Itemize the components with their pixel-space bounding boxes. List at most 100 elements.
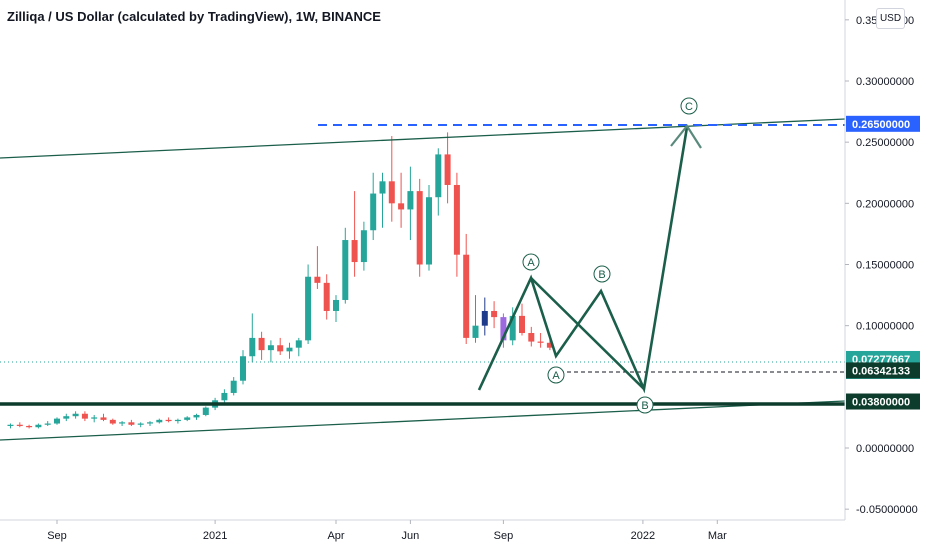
- x-tick-label-2: 2021: [203, 530, 227, 542]
- x-tick-label-7: Mar: [708, 530, 727, 542]
- price-label-0: 0.26500000: [846, 115, 920, 132]
- candle-24: [230, 377, 237, 396]
- label-a-top: A: [522, 253, 540, 271]
- candle-45: [426, 184, 432, 271]
- y-tick-label-6: 0.00000000: [856, 443, 914, 455]
- candle-25: [240, 350, 246, 385]
- candle-54: [509, 307, 516, 346]
- y-tick-label-3: 0.20000000: [856, 198, 914, 210]
- candle-49: [463, 233, 470, 345]
- candle-4: [44, 421, 51, 426]
- svg-text:A: A: [527, 257, 535, 269]
- candle-38: [360, 221, 367, 271]
- candle-7: [72, 411, 79, 419]
- x-tick-label-3: Apr: [327, 530, 344, 542]
- candle-28: [267, 340, 274, 363]
- candle-0: [7, 423, 14, 429]
- y-tick-label-4: 0.15000000: [856, 260, 914, 272]
- candle-57: [537, 333, 544, 348]
- candle-32: [305, 264, 312, 345]
- candle-2: [26, 424, 33, 429]
- candle-51: [481, 297, 488, 336]
- label-b-bottom: B: [636, 396, 654, 414]
- price-label-2: 0.06342133: [846, 362, 920, 379]
- svg-text:0.06342133: 0.06342133: [852, 365, 910, 377]
- svg-text:B: B: [641, 400, 648, 412]
- candle-44: [416, 178, 423, 277]
- y-tick-label-7: -0.05000000: [856, 504, 918, 516]
- candle-36: [342, 227, 349, 304]
- candle-34: [323, 274, 330, 320]
- candle-42: [398, 172, 405, 228]
- candle-10: [100, 413, 107, 422]
- candle-27: [258, 331, 265, 360]
- axes: 0.350000000.300000000.250000000.20000000…: [0, 0, 918, 542]
- candle-46: [435, 148, 442, 216]
- drawings[interactable]: A B C A B: [0, 97, 846, 441]
- candle-40: [379, 172, 386, 228]
- candle-31: [295, 337, 302, 357]
- candle-1: [16, 422, 23, 428]
- candle-23: [221, 389, 228, 404]
- candle-43: [407, 166, 414, 241]
- currency-button[interactable]: USD: [876, 8, 905, 29]
- svg-text:0.03800000: 0.03800000: [852, 397, 910, 409]
- x-tick-label-4: Jun: [402, 530, 420, 542]
- candle-50: [472, 295, 479, 343]
- candle-33: [314, 246, 321, 289]
- candle-52: [491, 301, 498, 329]
- candle-8: [81, 411, 88, 422]
- candle-30: [286, 342, 293, 359]
- price-label-3: 0.03800000: [846, 393, 920, 410]
- x-tick-label-5: Sep: [494, 530, 514, 542]
- y-tick-label-1: 0.30000000: [856, 76, 914, 88]
- channel-lower-line[interactable]: [0, 400, 846, 441]
- pattern-diagonal-line[interactable]: [530, 277, 645, 390]
- svg-text:B: B: [598, 269, 605, 281]
- candle-35: [333, 295, 339, 322]
- candle-13: [128, 419, 135, 426]
- candle-41: [388, 136, 395, 222]
- price-axis-ticks[interactable]: 0.350000000.300000000.250000000.20000000…: [845, 15, 918, 516]
- y-tick-label-5: 0.10000000: [856, 321, 914, 333]
- abc-pattern-path[interactable]: [477, 126, 689, 394]
- candle-47: [444, 132, 451, 204]
- candle-39: [370, 172, 377, 241]
- candle-3: [35, 423, 42, 429]
- candle-19: [184, 416, 191, 422]
- candle-11: [109, 418, 116, 425]
- candle-21: [202, 406, 209, 417]
- candle-37: [351, 191, 358, 277]
- candle-53: [500, 313, 507, 348]
- y-tick-label-2: 0.25000000: [856, 137, 914, 149]
- candle-26: [249, 313, 256, 363]
- candle-48: [453, 172, 460, 277]
- candle-16: [156, 418, 163, 424]
- candle-29: [277, 337, 284, 356]
- x-tick-label-1: Sep: [47, 530, 67, 542]
- label-a-bottom: A: [547, 366, 565, 384]
- x-tick-label-6: 2022: [631, 530, 655, 542]
- candle-18: [174, 418, 181, 424]
- abc-pattern-path-inner[interactable]: [530, 277, 602, 358]
- candle-15: [147, 421, 153, 426]
- channel-upper-line[interactable]: [0, 118, 846, 159]
- candle-20: [193, 413, 200, 420]
- svg-text:A: A: [552, 370, 560, 382]
- label-b-top: B: [593, 265, 611, 283]
- target-arrow-head: [670, 124, 702, 149]
- candle-12: [119, 421, 126, 426]
- label-c-target: C: [680, 97, 698, 115]
- chart-title: Zilliqa / US Dollar (calculated by Tradi…: [7, 9, 381, 24]
- candle-6: [63, 413, 70, 422]
- svg-text:0.26500000: 0.26500000: [852, 119, 910, 131]
- candle-17: [165, 417, 172, 423]
- candles: [7, 132, 553, 429]
- svg-text:C: C: [685, 101, 693, 113]
- time-axis-ticks[interactable]: JulSep2021AprJunSep2022Mar: [0, 520, 727, 542]
- candle-56: [528, 326, 535, 347]
- candle-14: [137, 422, 144, 428]
